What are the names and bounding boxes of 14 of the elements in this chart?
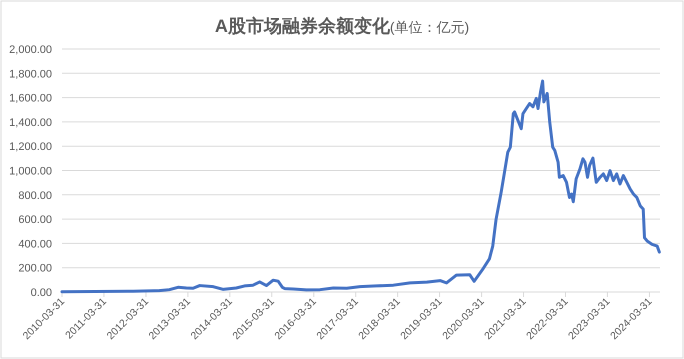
y-tick-label: 200.00 [18, 262, 52, 275]
y-tick-label: 0.00 [30, 287, 52, 299]
y-tick-label: 1,200.00 [9, 141, 52, 154]
y-tick-label: 1,000.00 [9, 166, 52, 178]
y-tick-label: 2,000.00 [9, 44, 52, 56]
y-tick-label: 800.00 [18, 190, 52, 202]
line-series [60, 80, 661, 294]
y-tick-label: 400.00 [18, 238, 52, 250]
chart-title: A股市场融券余额变化 [214, 16, 391, 36]
y-tick-label: 1,600.00 [9, 92, 52, 105]
y-tick-label: 600.00 [18, 214, 52, 226]
chart-subtitle: (单位：亿元) [390, 19, 470, 35]
y-tick-label: 1,400.00 [9, 116, 52, 129]
y-tick-label: 1,800.00 [9, 68, 52, 80]
